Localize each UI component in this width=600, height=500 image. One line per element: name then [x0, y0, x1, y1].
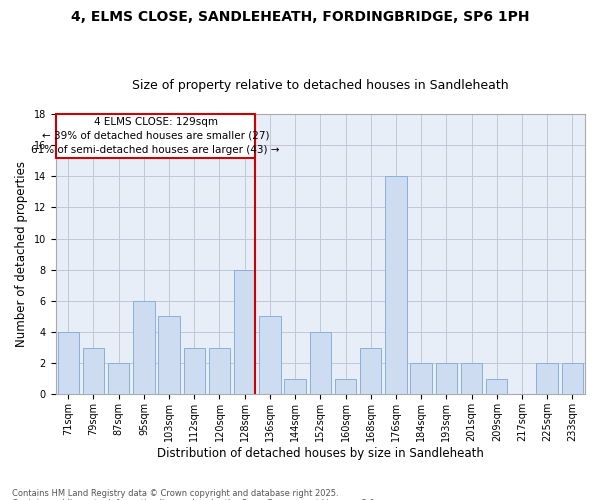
Bar — [335, 378, 356, 394]
Bar — [133, 301, 155, 394]
Bar — [284, 378, 306, 394]
Bar — [461, 363, 482, 394]
Bar — [108, 363, 130, 394]
Bar — [234, 270, 256, 394]
Text: 4 ELMS CLOSE: 129sqm
← 39% of detached houses are smaller (27)
61% of semi-detac: 4 ELMS CLOSE: 129sqm ← 39% of detached h… — [31, 117, 280, 155]
Bar — [310, 332, 331, 394]
Text: Contains HM Land Registry data © Crown copyright and database right 2025.: Contains HM Land Registry data © Crown c… — [12, 488, 338, 498]
FancyBboxPatch shape — [56, 114, 256, 158]
Bar — [58, 332, 79, 394]
Bar — [83, 348, 104, 395]
Text: 4, ELMS CLOSE, SANDLEHEATH, FORDINGBRIDGE, SP6 1PH: 4, ELMS CLOSE, SANDLEHEATH, FORDINGBRIDG… — [71, 10, 529, 24]
Y-axis label: Number of detached properties: Number of detached properties — [15, 161, 28, 347]
Bar — [536, 363, 558, 394]
X-axis label: Distribution of detached houses by size in Sandleheath: Distribution of detached houses by size … — [157, 447, 484, 460]
Bar — [360, 348, 382, 395]
Bar — [486, 378, 508, 394]
Bar — [184, 348, 205, 395]
Title: Size of property relative to detached houses in Sandleheath: Size of property relative to detached ho… — [132, 79, 509, 92]
Text: Contains public sector information licensed under the Open Government Licence v3: Contains public sector information licen… — [12, 498, 377, 500]
Bar — [410, 363, 432, 394]
Bar — [209, 348, 230, 395]
Bar — [158, 316, 180, 394]
Bar — [259, 316, 281, 394]
Bar — [562, 363, 583, 394]
Bar — [385, 176, 407, 394]
Bar — [436, 363, 457, 394]
